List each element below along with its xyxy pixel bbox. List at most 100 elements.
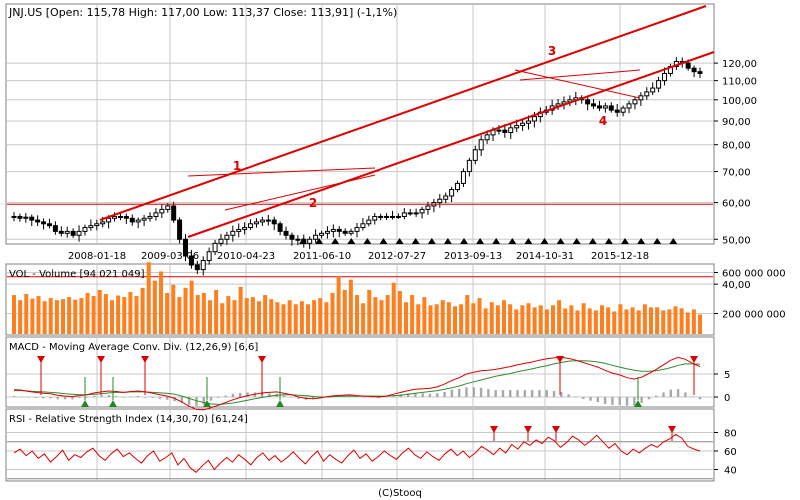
candle-up bbox=[224, 234, 230, 240]
volume-tick-label: 200 000 000 bbox=[722, 310, 786, 321]
candle-up bbox=[520, 122, 526, 127]
rsi-line bbox=[13, 433, 701, 473]
macd-sell-marker bbox=[97, 356, 105, 363]
candle-up bbox=[626, 103, 632, 109]
volume-bar bbox=[489, 302, 494, 334]
candle-up bbox=[212, 242, 218, 253]
signal-triangle bbox=[443, 238, 452, 244]
volume-bar bbox=[146, 262, 151, 334]
volume-bar bbox=[201, 293, 206, 334]
macd-histogram-bar bbox=[603, 397, 607, 404]
candle-up bbox=[295, 238, 301, 241]
volume-bar bbox=[250, 297, 255, 334]
volume-bar bbox=[544, 309, 549, 334]
candle-up bbox=[602, 105, 608, 109]
volume-bar bbox=[244, 298, 249, 334]
signal-triangle bbox=[363, 238, 372, 244]
volume-bar bbox=[312, 300, 317, 334]
macd-histogram-bar bbox=[640, 397, 643, 403]
macd-histogram-bar bbox=[530, 390, 534, 397]
price-tick-label: 100,00 bbox=[722, 96, 757, 107]
volume-bar bbox=[538, 305, 543, 334]
macd-histogram-bar bbox=[509, 390, 512, 397]
date-tick-label: 2009-03-06 bbox=[141, 251, 199, 262]
candle-up bbox=[656, 80, 662, 89]
macd-histogram-bar bbox=[545, 390, 548, 397]
volume-bar bbox=[483, 308, 488, 334]
volume-bar bbox=[649, 307, 653, 334]
volume-bar bbox=[134, 296, 139, 334]
candle-up bbox=[11, 215, 17, 218]
macd-histogram-bar bbox=[363, 397, 366, 398]
macd-histogram-bar bbox=[56, 397, 59, 400]
candle-up bbox=[218, 238, 224, 244]
signal-triangle bbox=[653, 238, 662, 244]
rsi-sell-marker bbox=[552, 426, 560, 433]
volume-bar bbox=[348, 279, 353, 334]
macd-histogram-bar bbox=[180, 397, 184, 403]
macd-histogram-bar bbox=[151, 397, 154, 398]
volume-bar bbox=[54, 300, 59, 334]
macd-histogram-bar bbox=[421, 393, 424, 397]
signal-triangle bbox=[524, 238, 533, 244]
candle-down bbox=[58, 230, 64, 234]
rsi-tick-label: 60 bbox=[724, 447, 737, 458]
macd-histogram-bar bbox=[187, 397, 191, 405]
candle-up bbox=[94, 223, 100, 227]
volume-bar bbox=[557, 300, 562, 334]
volume-bar bbox=[128, 291, 133, 334]
macd-histogram-bar bbox=[63, 397, 67, 400]
macd-histogram-bar bbox=[450, 389, 454, 397]
macd-histogram-bar bbox=[129, 396, 132, 398]
candle-down bbox=[129, 217, 135, 223]
grid-layer bbox=[7, 5, 713, 480]
macd-histogram-bar bbox=[611, 397, 614, 405]
candle-up bbox=[662, 72, 668, 82]
candle-down bbox=[691, 67, 697, 73]
macd-histogram-bar bbox=[625, 397, 629, 406]
pattern-line-1 bbox=[187, 167, 376, 177]
candle-down bbox=[277, 223, 283, 232]
candle-up bbox=[478, 139, 484, 151]
volume-bar bbox=[287, 300, 292, 334]
signal-triangle bbox=[621, 238, 629, 244]
volume-bar bbox=[306, 304, 310, 334]
pattern-line-2 bbox=[224, 174, 376, 211]
volume-bar bbox=[379, 300, 384, 334]
volume-bar bbox=[208, 300, 212, 334]
macd-histogram-bar bbox=[501, 390, 505, 397]
macd-histogram-bar bbox=[370, 397, 373, 398]
macd-histogram-bar bbox=[669, 389, 673, 397]
macd-histogram-bar bbox=[436, 393, 439, 397]
pattern-line-3 bbox=[514, 69, 641, 99]
macd-histogram-bar bbox=[414, 392, 417, 397]
volume-bar bbox=[655, 307, 660, 334]
volume-bar bbox=[195, 295, 200, 334]
volume-bar bbox=[410, 295, 415, 334]
volume-bar bbox=[685, 312, 690, 334]
candle-up bbox=[360, 223, 366, 229]
candle-up bbox=[413, 212, 419, 215]
volume-bar bbox=[526, 303, 531, 334]
candle-down bbox=[336, 228, 342, 232]
signal-triangle bbox=[540, 238, 549, 244]
volume-bar bbox=[12, 295, 16, 334]
volume-bar bbox=[612, 311, 617, 334]
macd-histogram-bar bbox=[297, 397, 300, 399]
macd-histogram-bar bbox=[239, 392, 242, 397]
candle-up bbox=[496, 129, 502, 132]
pattern-line-4 bbox=[519, 69, 641, 81]
macd-histogram-bar bbox=[49, 397, 52, 399]
candle-up bbox=[165, 205, 171, 210]
volume-bar bbox=[214, 289, 219, 334]
volume-bar bbox=[257, 301, 261, 334]
volume-bar bbox=[281, 304, 286, 334]
annotation-4: 4 bbox=[599, 114, 607, 128]
macd-histogram-bar bbox=[457, 388, 461, 397]
volume-bar bbox=[587, 308, 592, 334]
macd-line bbox=[13, 356, 701, 411]
candle-down bbox=[171, 205, 177, 221]
volume-bar bbox=[367, 289, 372, 334]
macd-histogram-bar bbox=[691, 396, 694, 398]
upper-channel-line bbox=[99, 5, 707, 221]
